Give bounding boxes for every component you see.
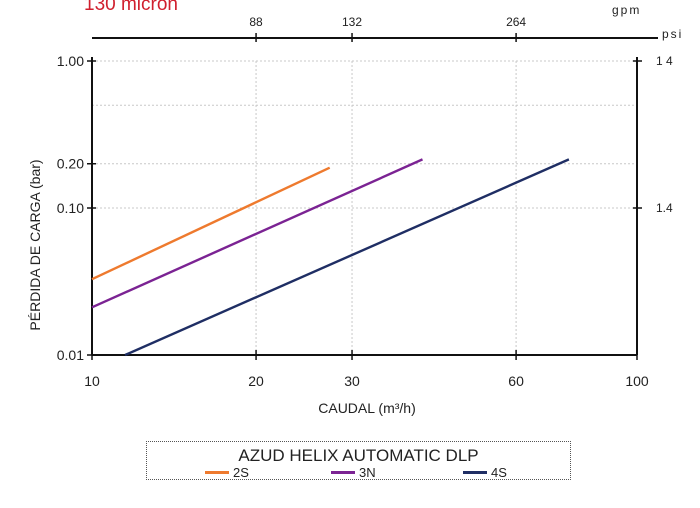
x-tick-label: 30 — [344, 373, 360, 389]
series-line-2s — [91, 166, 331, 281]
legend-swatch-2s — [205, 470, 229, 474]
y-tick-label: 0.20 — [57, 156, 84, 172]
loss-chart: 10 20 30 60 100 0.01 0.10 0.20 1.00 88 132 264 1 4 1.… — [27, 3, 683, 416]
y-axis-label: PÉRDIDA DE CARGA (bar) — [27, 159, 43, 330]
x-axis-label: CAUDAL (m³/h) — [318, 400, 416, 416]
legend-label-3n: 3N — [359, 464, 376, 480]
legend-title: AZUD HELIX AUTOMATIC DLP — [238, 446, 479, 465]
top-tick-label: 88 — [249, 15, 263, 29]
x-tick-label: 60 — [508, 373, 524, 389]
y-tick-label: 0.10 — [57, 200, 84, 216]
x-tick-label: 20 — [248, 373, 264, 389]
legend-label-4s: 4S — [491, 464, 507, 480]
y-tick-label: 0.01 — [57, 347, 84, 363]
legend-item-4s: 4S — [463, 464, 507, 480]
grid — [92, 60, 637, 355]
right-tick-label: 1 4 — [656, 54, 673, 68]
series-line-3n — [91, 158, 423, 309]
right-axis-unit: psi — [662, 27, 683, 41]
right-tick-label: 1.4 — [656, 201, 673, 215]
legend-item-3n: 3N — [331, 464, 376, 480]
legend-swatch-3n — [331, 470, 355, 474]
top-axis-unit: gpm — [612, 3, 641, 17]
x-tick-label: 10 — [84, 373, 100, 389]
series-lines — [91, 158, 570, 357]
y-tick-label: 1.00 — [57, 53, 84, 69]
tick-labels: 10 20 30 60 100 0.01 0.10 0.20 1.00 88 132 264 1 4 1.… — [57, 15, 673, 389]
legend-item-2s: 2S — [205, 464, 249, 480]
top-tick-label: 132 — [342, 15, 362, 29]
legend: AZUD HELIX AUTOMATIC DLP 2S 3N 4S — [146, 441, 571, 480]
axes — [87, 33, 658, 360]
series-line-4s — [124, 158, 570, 357]
micron-label: 130 micron — [84, 0, 178, 15]
x-tick-label: 100 — [625, 373, 649, 389]
top-tick-label: 264 — [506, 15, 526, 29]
legend-label-2s: 2S — [233, 464, 249, 480]
legend-swatch-4s — [463, 470, 487, 474]
